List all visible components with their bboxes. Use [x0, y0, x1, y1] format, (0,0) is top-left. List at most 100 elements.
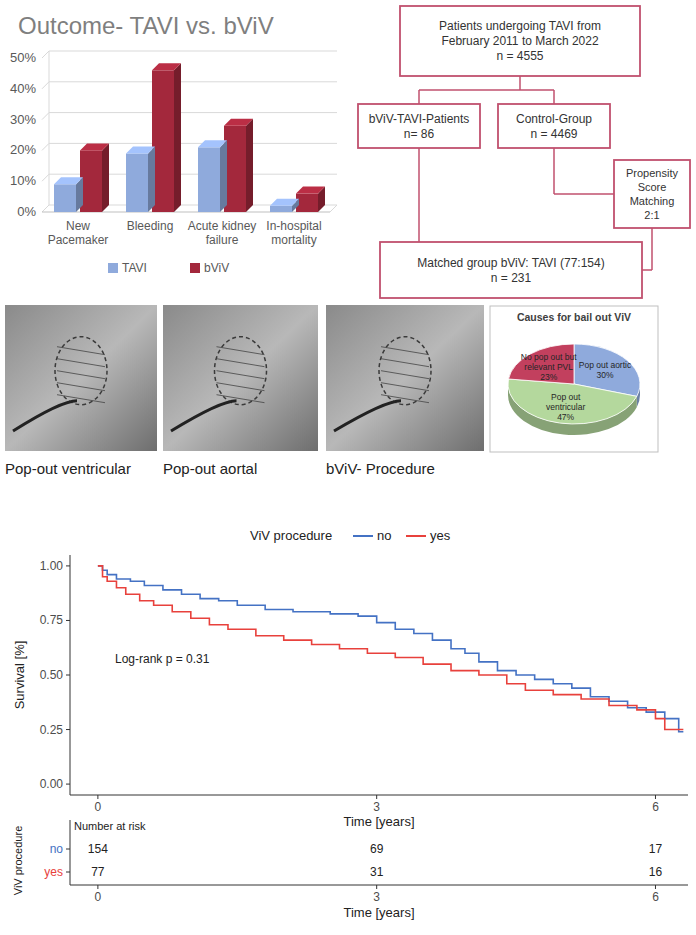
data-label: 47% [557, 412, 574, 422]
slice-label: relevant PVL [524, 362, 573, 372]
curves [98, 566, 683, 732]
stent-strut [57, 347, 105, 355]
stent [215, 337, 267, 405]
tick [376, 795, 377, 799]
data-label: 30% [596, 370, 613, 380]
tick [655, 885, 656, 889]
flow-text: Propensity [626, 167, 678, 179]
bar-side [102, 143, 109, 212]
category-label: In-hospital [266, 219, 321, 233]
flow-box [614, 160, 690, 228]
table-cell: 31 [370, 865, 384, 879]
bar-top [80, 143, 109, 150]
tick-label: 20% [10, 142, 36, 157]
legend-swatch [108, 263, 118, 273]
pie-panel [490, 306, 658, 452]
grid-line [49, 112, 337, 113]
flow-box [358, 104, 480, 148]
survival-curve [98, 566, 683, 732]
fluoroscopy-image [326, 305, 484, 451]
bar-side [220, 140, 227, 212]
tick [66, 675, 70, 676]
pie-slice [509, 344, 574, 384]
flow-text: Matched group bViV: TAVI (77:154) [417, 256, 604, 270]
bar [152, 63, 181, 212]
bar-top [152, 63, 181, 70]
stent-strut [381, 383, 429, 391]
table-title: Number at risk [74, 820, 146, 832]
flow-box [400, 6, 640, 76]
bar [126, 146, 155, 212]
grid-line [42, 51, 49, 58]
stent-strut [217, 383, 265, 391]
table-axis-title: ViV procedure [12, 826, 24, 896]
tick-label: 30% [10, 112, 36, 127]
tick-label: 0 [95, 890, 102, 904]
grid-line [49, 51, 337, 52]
catheter [171, 401, 237, 431]
axis-title: Time [years] [343, 814, 414, 829]
tick [66, 784, 70, 785]
connector [651, 228, 653, 270]
tick [66, 565, 70, 566]
grid-line [42, 82, 49, 89]
stent-strut [217, 371, 265, 379]
grid-line [42, 205, 49, 212]
pie-slice [508, 379, 637, 424]
tick-label: 6 [652, 800, 659, 814]
data-label: 23% [540, 372, 557, 382]
stent-strut [217, 395, 265, 403]
connector [553, 90, 555, 104]
tick [97, 795, 98, 799]
bar-front [270, 206, 292, 212]
caption: Pop-out aortal [163, 460, 257, 477]
flow-text: bViV-TAVI-Patients [369, 112, 470, 126]
bar-top [224, 119, 253, 126]
stent-strut [57, 359, 105, 367]
legend-line [353, 535, 373, 537]
bar-side [148, 146, 155, 212]
grid-line [49, 81, 337, 82]
bar [198, 140, 227, 212]
tick [655, 795, 656, 799]
category-label: Acute kidney [188, 219, 257, 233]
stent [379, 337, 431, 405]
bar-side [174, 63, 181, 212]
bar-front [80, 150, 102, 212]
catheter [13, 401, 77, 431]
connector [519, 76, 521, 90]
row-label: no [50, 842, 64, 856]
bar-front [152, 70, 174, 212]
stent-strut [217, 359, 265, 367]
pie-chart: Causes for bail out ViVPop out aortic30%… [490, 306, 658, 452]
bar-top [54, 177, 83, 184]
annotation: Log-rank p = 0.31 [115, 652, 210, 666]
risk-table: Number at riskno1546917yes773116ViV proc… [12, 820, 688, 920]
bar [80, 143, 109, 212]
tick-label: 0.75 [40, 613, 64, 627]
tick-label: 0.50 [40, 668, 64, 682]
flow-text: n= 86 [404, 127, 435, 141]
bar [54, 177, 83, 212]
axis-title: Survival [%] [12, 641, 27, 710]
category-label: New [66, 219, 90, 233]
tick-label: 10% [10, 173, 36, 188]
axes: 0%10%20%30%40%50% [10, 50, 337, 219]
tick-label: 50% [10, 50, 36, 65]
table-axis [70, 820, 71, 885]
bars [54, 63, 325, 212]
category-label: Pacemaker [48, 233, 109, 247]
flowchart: Patients undergoing TAVI fromFebruary 20… [358, 6, 690, 298]
stent-strut [381, 359, 429, 367]
bar [270, 199, 299, 212]
tick [66, 872, 70, 873]
tick-label: 0.25 [40, 723, 64, 737]
tick [66, 849, 70, 850]
legend-label: TAVI [122, 261, 147, 275]
bar-front [54, 184, 76, 212]
table-axis [70, 885, 688, 886]
bar-top [270, 199, 299, 206]
bar-top [198, 140, 227, 147]
category-label: Bleeding [127, 219, 174, 233]
bar-front [224, 126, 246, 212]
